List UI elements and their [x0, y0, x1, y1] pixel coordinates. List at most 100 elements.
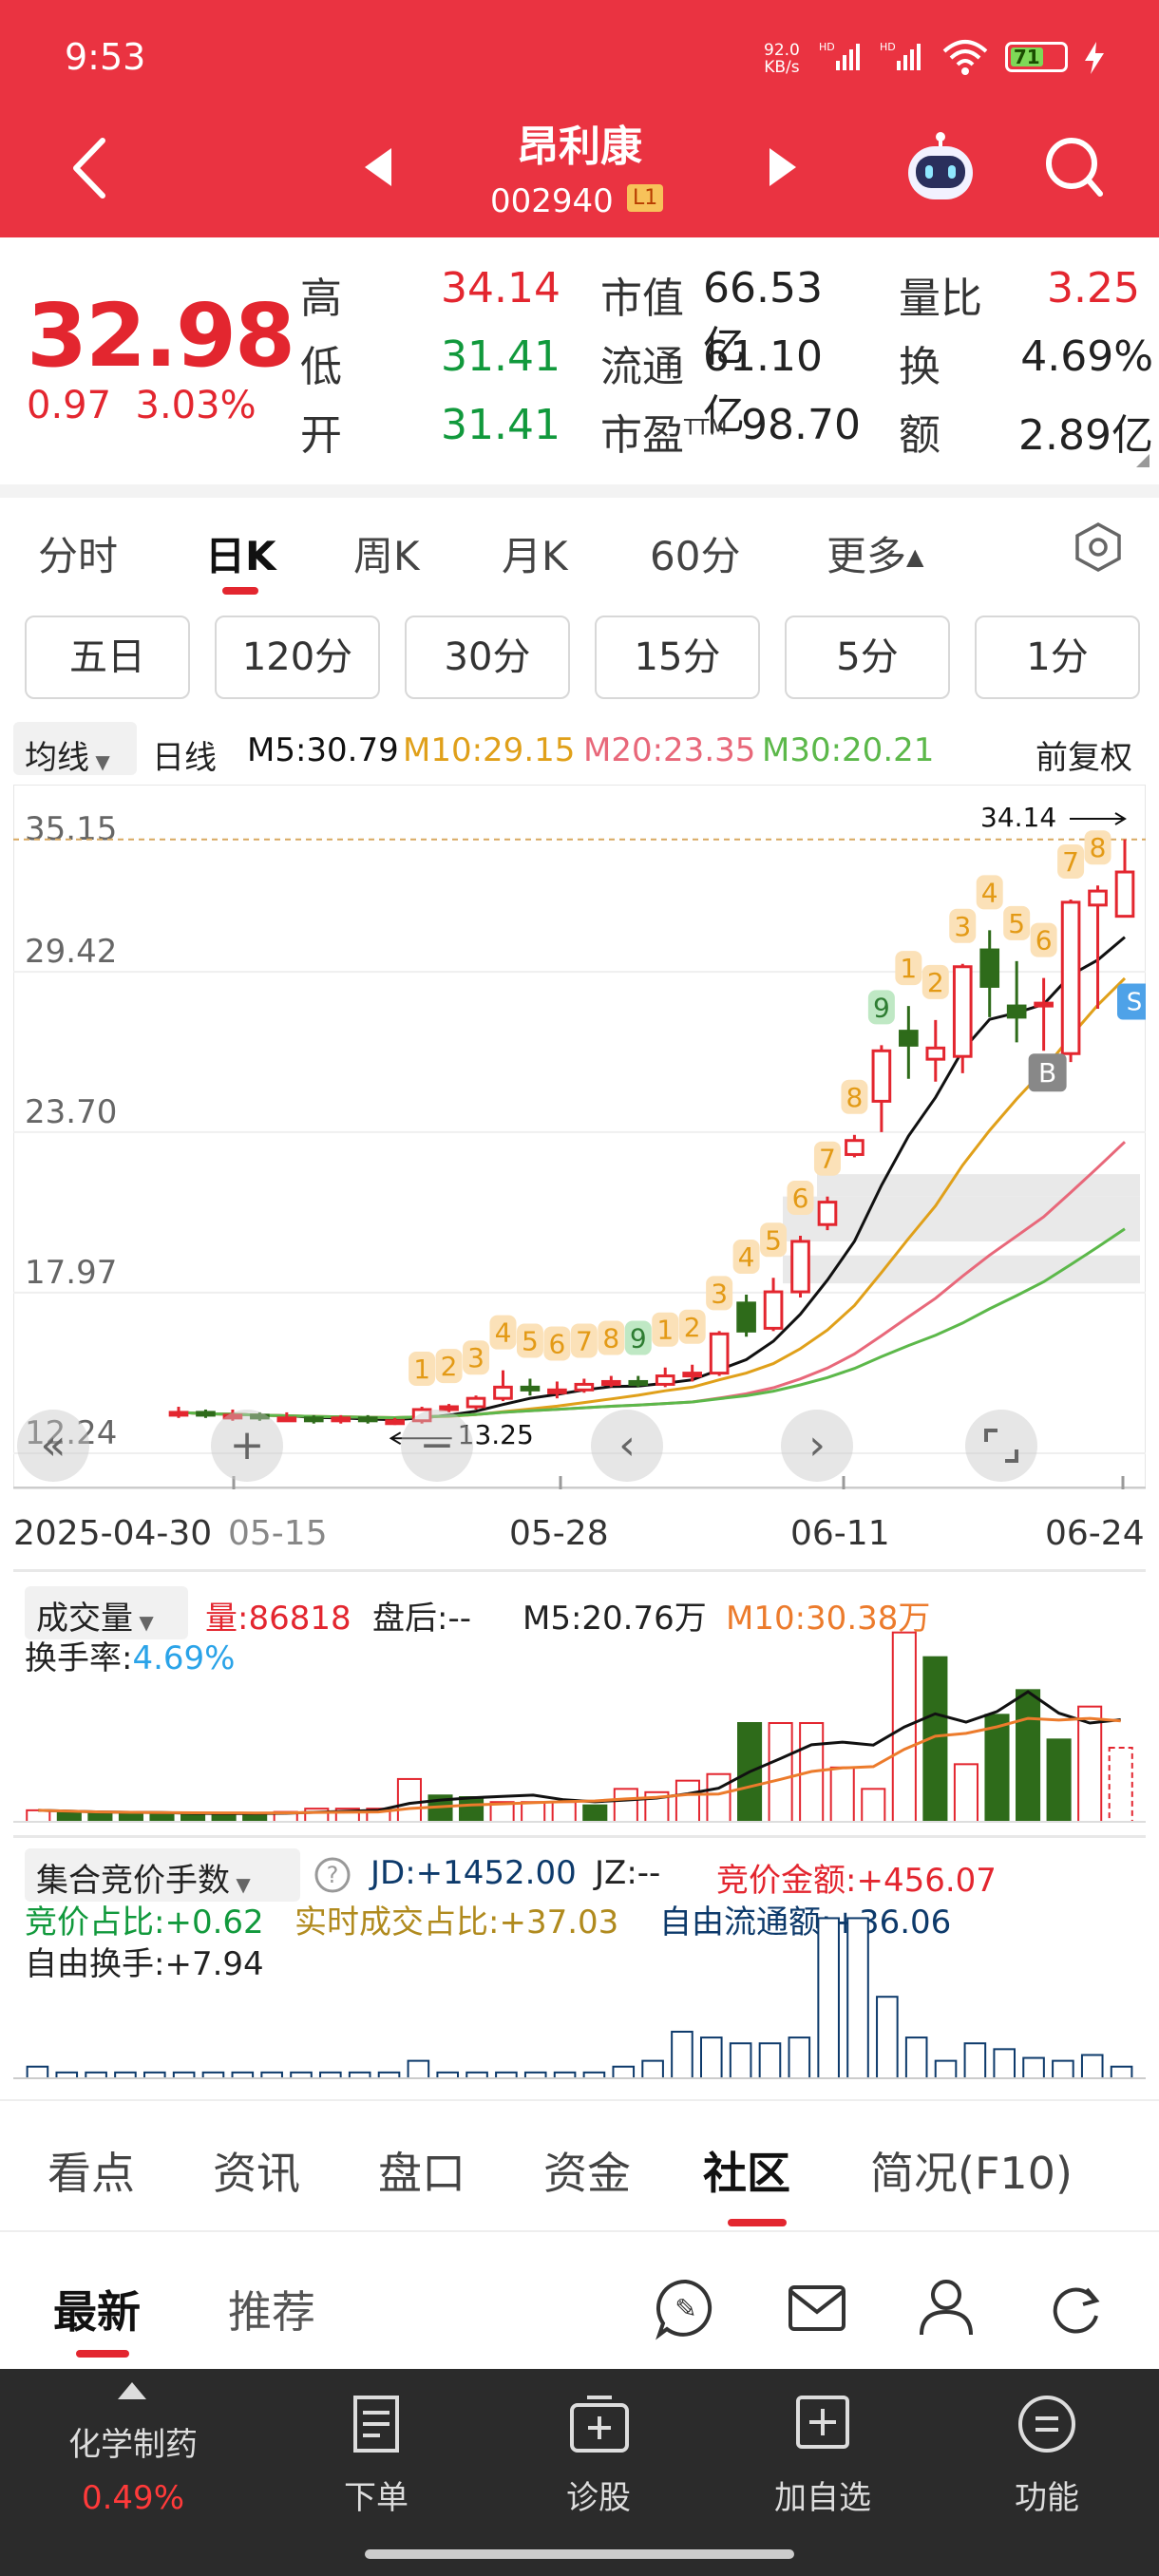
bottom-toolbar: 化学制药 0.49% 下单 诊股 加自选 功能 [0, 2369, 1159, 2576]
x-tick-label: 05-28 [509, 1514, 609, 1553]
tab-daily-k[interactable]: 日K [205, 533, 276, 579]
candle [222, 1413, 243, 1420]
tab-community[interactable]: 社区 [703, 2148, 790, 2199]
td-count-badge [760, 1222, 788, 1258]
function-menu-icon[interactable] [1016, 2394, 1077, 2454]
diagnose-button-label[interactable]: 诊股 [566, 2479, 631, 2517]
help-icon[interactable]: ? [314, 1856, 352, 1894]
auction-bar [758, 2042, 782, 2079]
svg-text:HD: HD [819, 41, 835, 53]
td-count-badge [1084, 830, 1112, 865]
volume-selector[interactable] [25, 1586, 188, 1639]
level-badge: L1 [627, 184, 664, 212]
tab-f10[interactable]: 简况(F10) [870, 2148, 1073, 2199]
tab-funds[interactable]: 资金 [543, 2148, 631, 2199]
td-count-badge [624, 1320, 652, 1355]
tab-news[interactable]: 资讯 [213, 2148, 300, 2199]
candle [411, 1408, 432, 1423]
low-value: 31.41 [441, 332, 560, 381]
zoom-in-button[interactable] [211, 1410, 283, 1482]
adjust-mode[interactable]: 前复权 [1036, 739, 1132, 777]
period-button[interactable]: 120分 [215, 616, 380, 699]
auction-jd: JD:+1452.00 [370, 1854, 577, 1892]
tab-underline [222, 587, 258, 595]
order-button-label[interactable]: 下单 [344, 2479, 408, 2517]
settings-hex-icon[interactable] [1072, 521, 1125, 574]
tab-orderbook[interactable]: 盘口 [378, 2148, 466, 2199]
scroll-right-button[interactable] [781, 1410, 853, 1482]
divider [0, 2099, 1159, 2101]
scroll-left-fast-button[interactable] [17, 1410, 89, 1482]
tab-intraday[interactable]: 分时 [38, 533, 119, 579]
order-icon[interactable] [348, 2394, 405, 2454]
turnover-value: 4.69% [1020, 332, 1153, 381]
mail-icon[interactable] [787, 2282, 847, 2335]
back-icon[interactable] [66, 135, 114, 201]
refresh-icon[interactable] [1045, 2278, 1106, 2339]
period-button[interactable]: 30分 [405, 616, 570, 699]
ma-selector[interactable] [13, 722, 137, 775]
td-count-label: 1 [413, 1354, 430, 1385]
turnover-rate: 换手率:4.69% [25, 1639, 236, 1677]
subtab-recommended[interactable]: 推荐 [228, 2286, 315, 2338]
function-button-label[interactable]: 功能 [1015, 2479, 1079, 2517]
diagnose-icon[interactable] [568, 2394, 631, 2454]
add-watchlist-icon[interactable] [794, 2394, 851, 2451]
divider [0, 484, 1159, 498]
post-icon[interactable]: ✎ [654, 2276, 718, 2340]
y-tick-label: 12.24 [25, 1414, 117, 1452]
td-count-label: 2 [441, 1351, 458, 1382]
td-count-label: 9 [873, 992, 890, 1023]
td-count-badge [895, 951, 922, 986]
user-icon[interactable] [916, 2276, 977, 2339]
period-button[interactable]: 15分 [595, 616, 760, 699]
fullscreen-button[interactable] [965, 1410, 1037, 1482]
period-button[interactable]: 5分 [785, 616, 950, 699]
volume-chart[interactable] [13, 1577, 1146, 1831]
scroll-left-button[interactable] [591, 1410, 663, 1482]
candle [628, 1379, 649, 1386]
scroll-left-icon: ‹ [618, 1421, 636, 1469]
tab-weekly-k[interactable]: 周K [353, 533, 420, 579]
volume-value: 量:86818 [205, 1600, 352, 1638]
sell-signal-label: S [1127, 988, 1143, 1016]
auction-bar [641, 2059, 664, 2079]
zoom-out-button[interactable] [401, 1410, 473, 1482]
expand-up-icon[interactable] [118, 2382, 146, 2399]
search-icon[interactable] [1043, 135, 1106, 201]
volume-bar [582, 1804, 608, 1824]
open-value: 31.41 [441, 401, 560, 449]
top-header: 9:53 92.0 KB/s HD HD 71 昂利康 002940 L1 [0, 0, 1159, 237]
float-label: 流通 [600, 343, 684, 391]
amount-label: 额 [899, 411, 940, 460]
svg-text:HD: HD [880, 41, 896, 53]
pe-value: 98.70 [741, 401, 861, 449]
tab-more[interactable]: 更多▲ [826, 533, 924, 579]
td-count-badge [1003, 905, 1031, 940]
subtab-latest[interactable]: 最新 [53, 2286, 141, 2338]
robot-assistant-icon[interactable] [901, 131, 980, 205]
price-change: 0.97 3.03% [27, 384, 256, 427]
period-button[interactable]: 五日 [25, 616, 190, 699]
candle [385, 1419, 405, 1426]
auction-selector[interactable] [25, 1848, 300, 1902]
auction-bar [993, 2048, 1016, 2080]
divider [13, 1569, 1146, 1572]
candle [520, 1385, 541, 1392]
next-stock-icon[interactable] [768, 148, 796, 186]
td-count-label: 1 [900, 953, 917, 984]
candle [1114, 870, 1135, 919]
buy-signal-badge [1028, 1053, 1067, 1092]
add-watchlist-label[interactable]: 加自选 [774, 2479, 871, 2517]
tab-60min[interactable]: 60分 [650, 533, 741, 579]
period-button[interactable]: 1分 [975, 616, 1140, 699]
x-tick-label: 06-24 [1045, 1514, 1145, 1553]
sector-name[interactable]: 化学制药 [68, 2426, 198, 2464]
tab-highlights[interactable]: 看点 [48, 2148, 135, 2199]
turnover-label: 换 [899, 343, 940, 391]
td-count-label: 3 [954, 911, 971, 942]
previous-stock-icon[interactable] [365, 148, 393, 186]
expand-corner-icon[interactable] [1136, 454, 1150, 467]
tab-monthly-k[interactable]: 月K [502, 533, 568, 579]
